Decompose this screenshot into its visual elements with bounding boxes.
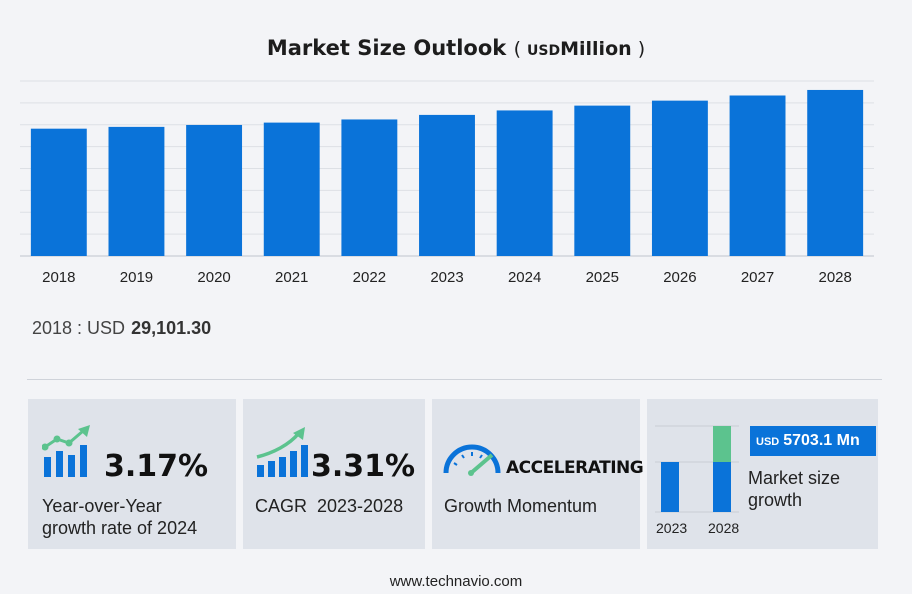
base-year-value: 2018 : USD 29,101.30 — [32, 318, 211, 339]
yoy-label-1: Year-over-Year — [42, 496, 162, 516]
bar-2026 — [651, 100, 708, 256]
yoy-value: 3.17% — [104, 449, 209, 484]
bar-2023 — [419, 114, 475, 256]
bar-2025 — [574, 105, 631, 256]
mini-bar-growth — [713, 426, 731, 462]
growth-badge-value: 5703.1 Mn — [783, 432, 860, 449]
growth-badge: USD 5703.1 Mn — [750, 426, 876, 456]
x-tick-label: 2019 — [120, 269, 153, 286]
momentum-label: Growth Momentum — [444, 496, 598, 516]
rising-bars-icon — [256, 427, 308, 477]
momentum-card: ACCELERATING Growth Momentum — [432, 399, 644, 549]
x-tick-label: 2028 — [818, 269, 851, 286]
growth-label-2: growth — [748, 490, 803, 510]
x-tick-label: 2020 — [197, 269, 230, 286]
cagr-card: 3.31% CAGR 2023-2028 — [243, 399, 425, 549]
bar-2027 — [729, 95, 786, 257]
chart-title-text: Market Size Outlook — [266, 36, 507, 60]
bar-2028 — [807, 89, 864, 257]
bar-2020 — [186, 124, 243, 256]
growth-year-end: 2028 — [708, 520, 740, 536]
base-year-label: 2018 : USD — [32, 318, 126, 338]
bar-2018 — [30, 128, 87, 256]
chart-unit: ( USDMillion ) — [513, 38, 646, 60]
x-tick-label: 2022 — [353, 269, 386, 286]
x-tick-label: 2027 — [741, 269, 774, 286]
bar-2024 — [496, 110, 553, 256]
bar-2019 — [108, 126, 165, 257]
chart-unit-main: Million — [560, 38, 632, 60]
growth-year-start: 2023 — [656, 520, 688, 536]
bar-growth-icon — [42, 425, 90, 477]
x-tick-label: 2024 — [508, 269, 541, 286]
x-tick-label: 2023 — [430, 269, 463, 286]
x-tick-label: 2026 — [663, 269, 696, 286]
mini-growth-chart — [655, 425, 739, 513]
chart-unit-prefix: USD — [527, 43, 561, 59]
mini-bar-start — [661, 462, 679, 512]
growth-card: USD 5703.1 Mn Market size growth 2023 202… — [647, 399, 878, 549]
x-tick-label: 2025 — [586, 269, 619, 286]
bar-2021 — [263, 122, 320, 256]
base-year-amount: 29,101.30 — [131, 318, 212, 338]
x-tick-label: 2018 — [42, 269, 75, 286]
cagr-value: 3.31% — [311, 449, 416, 484]
bar-2022 — [341, 119, 398, 256]
momentum-value: ACCELERATING — [506, 458, 644, 478]
section-divider — [27, 379, 882, 380]
growth-label-1: Market size — [748, 468, 841, 488]
x-tick-label: 2021 — [275, 269, 308, 286]
mini-bar-end — [713, 462, 731, 512]
yoy-label-2: growth rate of 2024 — [42, 518, 198, 538]
cagr-label: CAGR 2023-2028 — [255, 496, 404, 516]
growth-badge-unit: USD — [756, 436, 780, 448]
yoy-card: 3.17% Year-over-Year growth rate of 2024 — [28, 399, 236, 549]
speedometer-icon — [443, 444, 501, 476]
chart-title: Market Size Outlook ( USDMillion ) — [0, 36, 912, 60]
footer-url: www.technavio.com — [389, 573, 523, 590]
bar-chart: 2018 2019 2020 2021 2022 2023 2024 2025 2026 2027… — [20, 80, 874, 286]
